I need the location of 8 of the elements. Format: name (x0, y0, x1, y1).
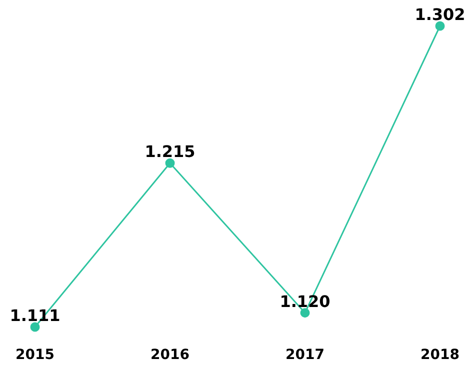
x-tick-label: 2017 (286, 346, 324, 363)
data-label: 1.302 (414, 5, 466, 24)
point (435, 21, 445, 31)
data-label: 1.215 (144, 142, 196, 162)
x-tick-label: 2018 (420, 346, 460, 363)
point (165, 158, 175, 168)
x-tick-label: 2016 (150, 346, 190, 363)
x-tick-label: 2015 (16, 346, 54, 363)
